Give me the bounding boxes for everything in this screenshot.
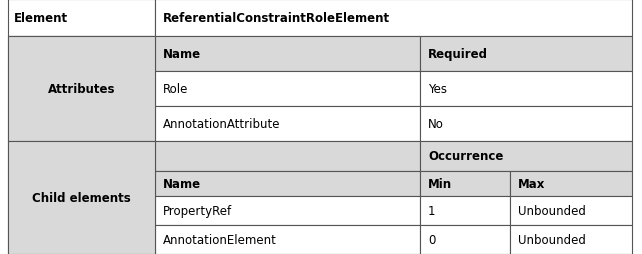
Bar [420,107,632,141]
Text: No: No [428,118,444,131]
Bar [510,171,632,196]
Bar [510,225,632,254]
Bar [155,72,420,107]
Bar [420,225,510,254]
Bar [155,107,420,141]
Bar [155,0,632,37]
Text: Name: Name [163,48,201,61]
Text: Min: Min [428,177,452,190]
Bar [510,196,632,225]
Bar [8,107,155,141]
Bar [420,37,632,72]
Text: ReferentialConstraintRoleElement: ReferentialConstraintRoleElement [163,12,390,25]
Bar [155,171,420,196]
Bar [155,37,420,72]
Bar [8,37,155,141]
Bar [155,141,420,171]
Text: Element: Element [14,12,68,25]
Text: Max: Max [518,177,545,190]
Text: Unbounded: Unbounded [518,233,586,246]
Bar [155,196,420,225]
Text: PropertyRef: PropertyRef [163,204,232,217]
Text: 1: 1 [428,204,435,217]
Text: Child elements: Child elements [32,191,131,204]
Text: 0: 0 [428,233,435,246]
Bar [155,225,420,254]
Bar [8,72,155,107]
Text: Attributes: Attributes [48,83,116,96]
Text: AnnotationAttribute: AnnotationAttribute [163,118,281,131]
Text: AnnotationElement: AnnotationElement [163,233,277,246]
Bar [8,225,155,254]
Bar [8,196,155,225]
Text: Occurrence: Occurrence [428,150,503,163]
Bar [8,0,155,37]
Bar [8,37,155,72]
Bar [420,196,510,225]
Bar [420,72,632,107]
Bar [8,171,155,196]
Bar [420,141,632,171]
Bar [8,141,155,171]
Bar [420,171,510,196]
Bar [8,141,155,254]
Text: Role: Role [163,83,188,96]
Text: Name: Name [163,177,201,190]
Text: Required: Required [428,48,488,61]
Text: Unbounded: Unbounded [518,204,586,217]
Text: Yes: Yes [428,83,447,96]
